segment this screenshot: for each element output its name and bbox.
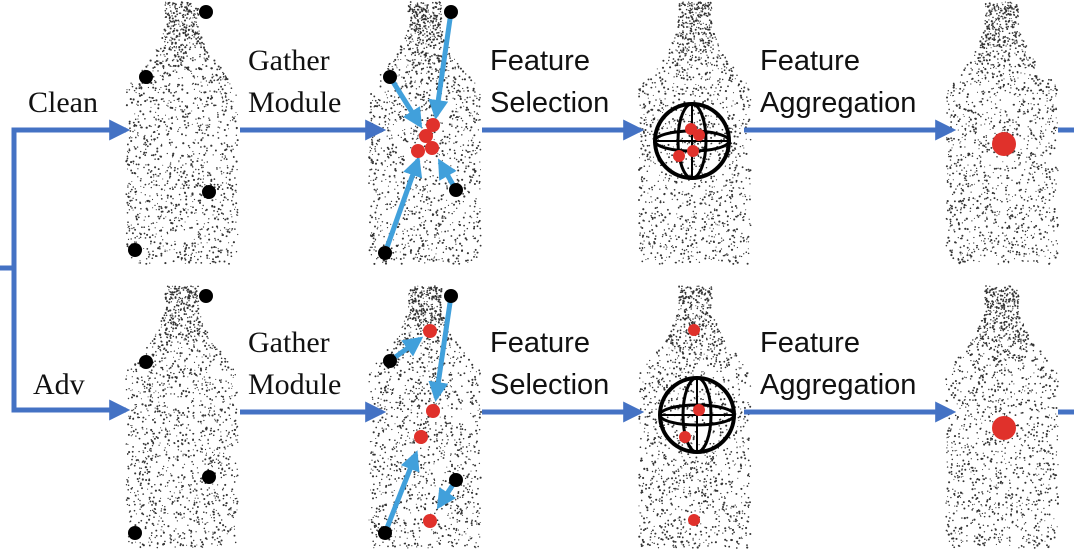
black-point <box>383 70 397 84</box>
black-point <box>199 289 213 303</box>
black-point <box>444 289 458 303</box>
black-point <box>128 243 142 257</box>
adv-row-markers <box>128 289 1016 540</box>
black-point <box>378 526 392 540</box>
black-point <box>202 185 216 199</box>
red-point <box>688 514 700 526</box>
black-point <box>444 5 458 19</box>
input-arrow-clean <box>0 119 131 271</box>
adv-label: Adv <box>33 368 85 401</box>
aggregation-label-line1-clean: Feature <box>760 45 860 77</box>
red-point <box>414 430 428 444</box>
black-point <box>449 183 463 197</box>
aggregation-label-line2-clean: Aggregation <box>760 87 916 119</box>
red-point <box>426 404 440 418</box>
point-clouds <box>125 1 1059 549</box>
gather-label-line1-adv: Gather <box>248 326 330 359</box>
gather-arrow <box>382 450 420 534</box>
red-point <box>425 141 439 155</box>
bottle-point-cloud-icon <box>125 285 239 549</box>
selection-label-line1-clean: Feature <box>490 45 590 77</box>
black-point <box>383 354 397 368</box>
labels: Clean Adv Gather Module Gather Module Fe… <box>28 44 916 401</box>
input-arrow-adv <box>11 268 131 421</box>
bottle-point-cloud-icon <box>638 285 752 549</box>
black-point <box>449 473 463 487</box>
clean-row-markers <box>128 5 1016 260</box>
bottle-point-cloud-icon <box>125 1 239 265</box>
gather-label-line2-adv: Module <box>248 368 341 401</box>
gather-arrow <box>387 75 423 129</box>
aggregation-label-line1-adv: Feature <box>760 327 860 359</box>
gather-label-line1-clean: Gather <box>248 44 330 77</box>
red-point <box>411 144 425 158</box>
gather-arrow <box>382 156 423 254</box>
red-point <box>423 514 437 528</box>
red-point <box>423 324 437 338</box>
selection-label-line1-adv: Feature <box>490 327 590 359</box>
black-point <box>139 355 153 369</box>
bottle-point-cloud-icon <box>945 1 1059 265</box>
black-point <box>378 246 392 260</box>
clean-label: Clean <box>28 86 98 119</box>
gather-label-line2-clean: Module <box>248 86 341 119</box>
aggregation-label-line2-adv: Aggregation <box>760 369 916 401</box>
selection-label-line2-adv: Selection <box>490 369 609 401</box>
red-point <box>688 324 700 336</box>
red-point <box>426 118 440 132</box>
selection-label-line2-clean: Selection <box>490 87 609 119</box>
bottle-point-cloud-icon <box>368 285 482 549</box>
flow-arrows-clean <box>0 119 1074 271</box>
black-point <box>199 5 213 19</box>
sphere-icon <box>653 102 731 180</box>
sphere-icon <box>658 376 736 454</box>
black-point <box>128 526 142 540</box>
flow-arrows-adv <box>11 268 1074 423</box>
black-point <box>202 470 216 484</box>
gather-arrow <box>428 295 454 402</box>
aggregated-point <box>992 416 1016 440</box>
black-point <box>139 70 153 84</box>
bottle-point-cloud-icon <box>945 285 1059 549</box>
red-point <box>419 129 433 143</box>
aggregated-point <box>992 132 1016 156</box>
gather-arrow <box>428 11 454 120</box>
